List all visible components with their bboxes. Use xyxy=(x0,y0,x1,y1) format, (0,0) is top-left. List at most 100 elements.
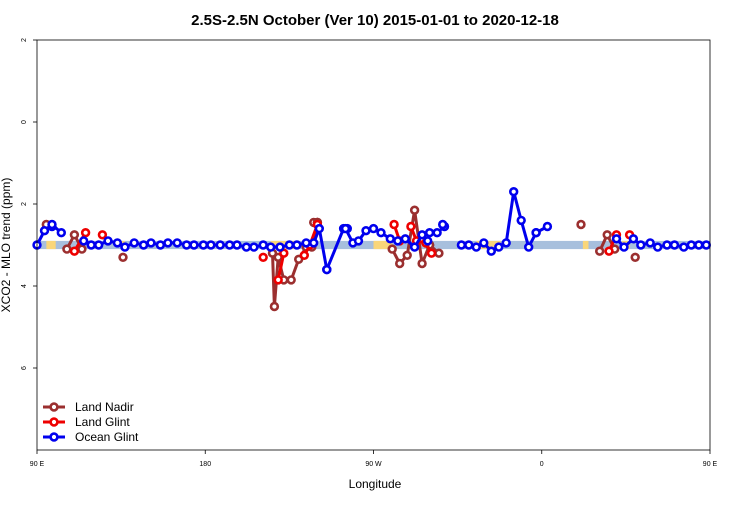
series-2-point-9-8 xyxy=(679,242,689,252)
series-2-point-7-9 xyxy=(523,242,534,252)
y-tick-label-1: 0 xyxy=(21,120,28,124)
series-2-point-7-8 xyxy=(516,215,526,226)
series-0-point-1-0 xyxy=(118,252,128,262)
series-0-point-11-0 xyxy=(630,252,640,262)
series-1-point-0-1 xyxy=(80,228,91,238)
series-2-point-2-11 xyxy=(172,238,182,248)
series-2-point-9-11 xyxy=(701,240,711,250)
series-0-point-0-0 xyxy=(62,244,72,254)
series-2-point-7-3 xyxy=(479,238,489,248)
series-2-point-2-14 xyxy=(198,240,209,250)
series-1-line-6 xyxy=(409,225,433,254)
y-tick-label-0: 2 xyxy=(21,38,28,42)
series-2-point-9-5 xyxy=(652,242,663,252)
series-2-point-2-15 xyxy=(206,240,216,250)
x-tick-label-2: 90 W xyxy=(365,461,382,468)
series-2-point-9-4 xyxy=(645,238,655,248)
y-axis-label: XCO2 - MLO trend (ppm) xyxy=(0,178,13,313)
series-2-point-2-28 xyxy=(314,223,324,234)
series-1-point-5-0 xyxy=(389,219,399,230)
series-2-line-3 xyxy=(325,227,348,271)
series-0-point-7-3 xyxy=(409,205,420,215)
series-2-point-1-1 xyxy=(56,228,66,238)
series-2-point-9-9 xyxy=(686,240,696,250)
series-1-point-6-3 xyxy=(426,248,437,258)
series-2-point-4-5 xyxy=(376,228,386,238)
series-2-point-7-1 xyxy=(464,240,474,250)
series-2-point-2-25 xyxy=(292,240,302,250)
series-0-point-2-4 xyxy=(286,275,296,285)
series-2-point-2-21 xyxy=(258,240,268,250)
band-land-0 xyxy=(46,240,56,250)
series-2-point-9-10 xyxy=(694,240,704,250)
legend-label-1: Land Glint xyxy=(75,415,130,429)
series-1-point-0-0 xyxy=(69,246,80,256)
series-2-point-2-17 xyxy=(224,240,235,250)
series-2-point-0-1 xyxy=(39,226,50,236)
series-2-point-2-10 xyxy=(163,238,173,248)
series-2-point-7-4 xyxy=(486,246,496,256)
series-0-point-2-1 xyxy=(269,301,280,312)
series-1-point-1-0 xyxy=(97,230,108,240)
legend-label-0: Land Nadir xyxy=(75,400,134,414)
series-2 xyxy=(32,187,711,275)
series-2-point-2-12 xyxy=(181,240,192,250)
series-0-point-10-0 xyxy=(594,246,605,256)
series-0-line-2 xyxy=(271,222,319,308)
series-2-point-9-1 xyxy=(619,242,629,252)
series-1-point-2-0 xyxy=(258,252,268,262)
series-2-point-7-2 xyxy=(471,242,481,252)
series-2-point-4-10 xyxy=(417,230,427,240)
y-tick-label-4: 6 xyxy=(21,366,28,370)
series-2-point-5-0 xyxy=(423,236,433,246)
y-ticks: 2 0 2 4 6 xyxy=(21,38,37,370)
series-0-point-7-0 xyxy=(387,244,397,254)
series-2-point-9-7 xyxy=(669,240,680,250)
series-1-point-4-0 xyxy=(299,250,309,261)
series-2-point-4-2 xyxy=(353,236,364,246)
legend-item-1: Land Glint xyxy=(43,415,130,429)
series-2-point-2-22 xyxy=(266,242,276,252)
x-tick-label-1: 180 xyxy=(199,461,211,468)
series-2-point-8-0 xyxy=(531,228,541,238)
series-2-point-7-0 xyxy=(456,240,467,250)
series-0-point-10-1 xyxy=(602,230,612,240)
series-2-point-2-4 xyxy=(112,238,123,248)
series-2-point-9-6 xyxy=(662,240,672,250)
legend-marker-2 xyxy=(49,432,59,442)
series-0-point-7-1 xyxy=(395,258,405,269)
series-2-point-4-11 xyxy=(424,228,435,238)
series-0-point-7-4 xyxy=(417,258,427,269)
series-2-point-2-8 xyxy=(146,238,156,248)
series-2-point-2-24 xyxy=(284,240,295,250)
series-2-point-2-16 xyxy=(215,240,225,250)
series-2-point-2-13 xyxy=(189,240,199,250)
series-2-point-2-20 xyxy=(249,242,259,252)
series-0-point-8-1 xyxy=(434,248,444,258)
series-2-point-2-1 xyxy=(86,240,96,250)
series-2-point-2-5 xyxy=(120,242,130,252)
band-land-4 xyxy=(476,240,501,250)
series-2-point-3-0 xyxy=(322,264,332,275)
series-2-point-2-27 xyxy=(309,238,319,248)
series-2-point-2-3 xyxy=(103,236,113,246)
series-1-point-7-0 xyxy=(604,246,614,256)
legend-item-0: Land Nadir xyxy=(43,400,134,414)
legend-marker-0 xyxy=(49,402,59,412)
series-2-point-2-19 xyxy=(241,242,252,252)
series-0-point-7-2 xyxy=(402,250,412,261)
series-2-point-2-9 xyxy=(155,240,166,250)
series-2-point-4-6 xyxy=(385,234,395,244)
series-0-point-0-2 xyxy=(77,244,87,254)
series-2-point-1-0 xyxy=(47,219,57,230)
series-2-point-6-0 xyxy=(438,219,448,230)
chart-title: 2.5S-2.5N October (Ver 10) 2015-01-01 to… xyxy=(191,12,559,29)
y-tick-label-3: 4 xyxy=(21,284,28,288)
series-2-point-2-18 xyxy=(232,240,242,250)
series-2-point-4-8 xyxy=(400,234,410,244)
series-2-point-9-0 xyxy=(611,234,622,244)
series-layer xyxy=(32,187,711,312)
